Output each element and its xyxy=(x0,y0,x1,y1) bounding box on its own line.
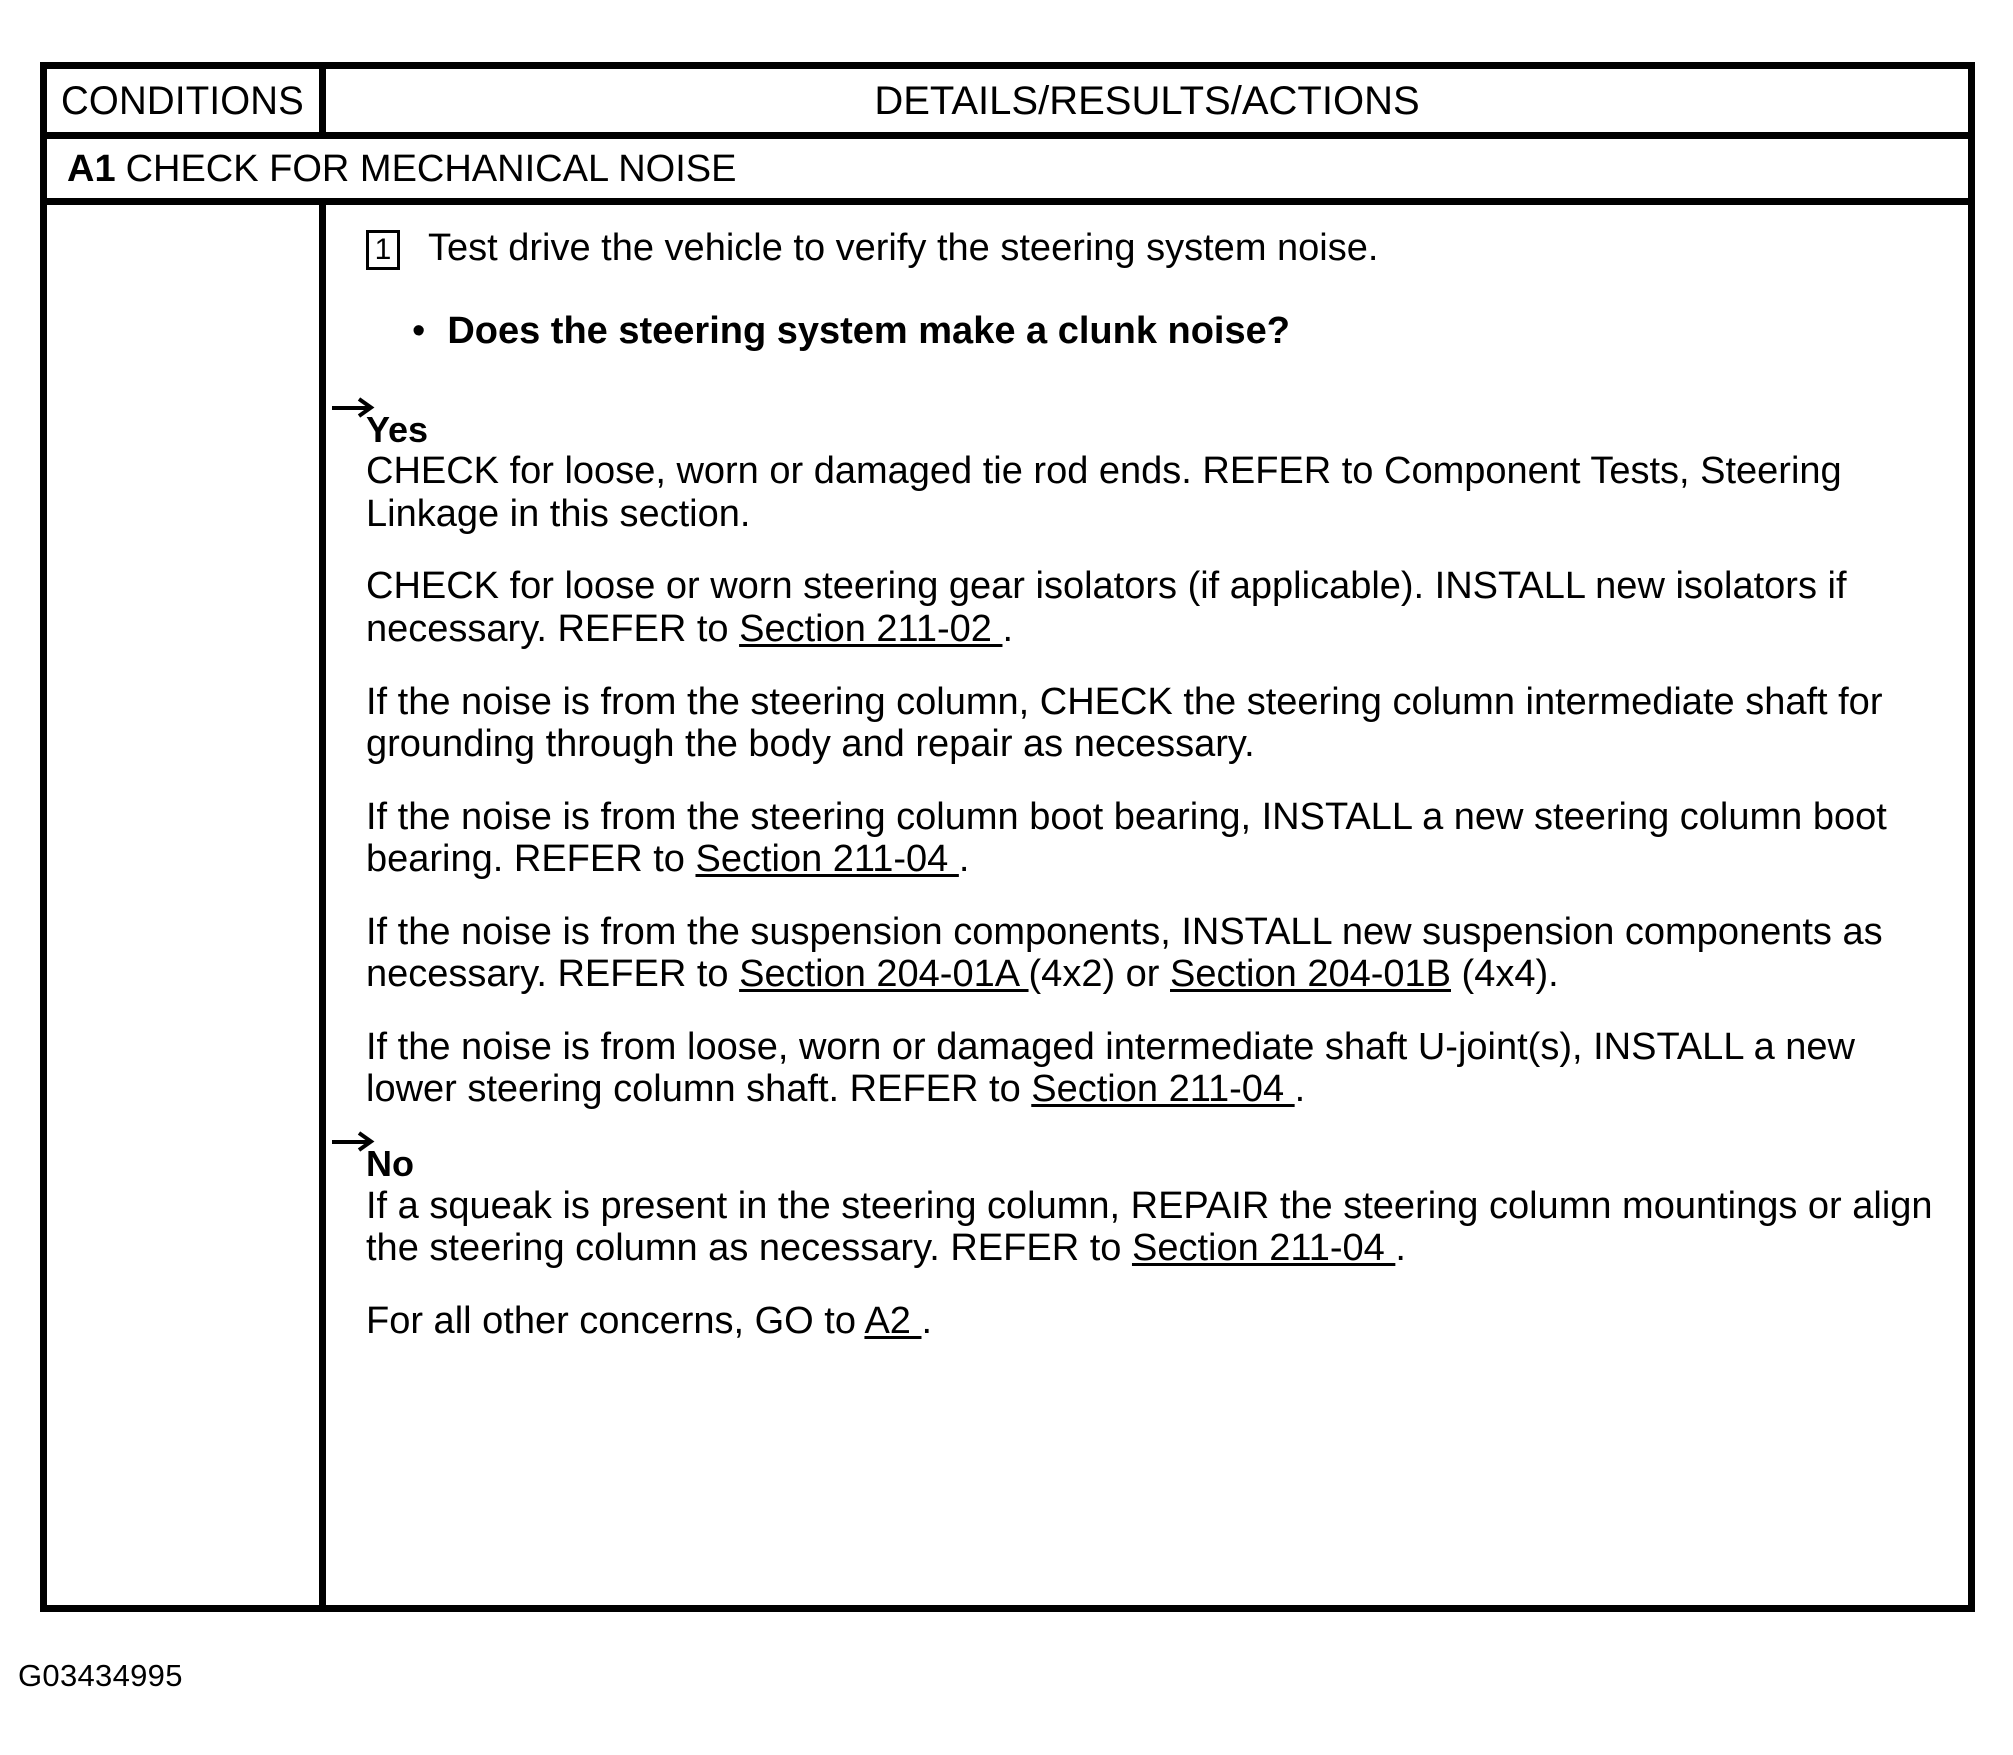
details-cell: 1 Test drive the vehicle to verify the s… xyxy=(326,205,1968,1605)
table-body-row: 1 Test drive the vehicle to verify the s… xyxy=(47,205,1968,1605)
question-text: Does the steering system make a clunk no… xyxy=(447,310,1290,352)
action-paragraph: If the noise is from the steering column… xyxy=(366,681,1944,766)
paragraph-text: If the noise is from the steering column… xyxy=(366,795,1887,881)
step-number-box: 1 xyxy=(366,230,400,270)
instruction-text: Test drive the vehicle to verify the ste… xyxy=(428,227,1379,269)
action-paragraph: CHECK for loose or worn steering gear is… xyxy=(366,565,1944,650)
paragraph-text: . xyxy=(958,838,970,881)
action-paragraph: If the noise is from loose, worn or dama… xyxy=(366,1026,1944,1111)
action-paragraph: If the noise is from the steering column… xyxy=(366,796,1944,881)
action-paragraph: For all other concerns, GO to A2 . xyxy=(366,1300,1944,1343)
paragraph-text: . xyxy=(1395,1227,1406,1270)
paragraph-text: . xyxy=(1002,607,1014,650)
section-reference-link[interactable]: Section 211-04 xyxy=(695,838,959,881)
action-paragraph: If the noise is from the suspension comp… xyxy=(366,911,1944,996)
section-reference-link[interactable]: Section 204-01B xyxy=(1170,953,1451,996)
paragraph-text: CHECK for loose or worn steering gear is… xyxy=(366,565,1847,650)
branch-no: No If a squeak is present in the steering… xyxy=(332,1131,1944,1343)
table-header-row: CONDITIONS DETAILS/RESULTS/ACTIONS xyxy=(47,69,1968,139)
section-reference-link[interactable]: A2 xyxy=(864,1299,922,1342)
header-cell-conditions: CONDITIONS xyxy=(47,69,326,132)
action-paragraph: CHECK for loose, worn or damaged tie rod… xyxy=(366,450,1944,535)
branch-list: Yes CHECK for loose, worn or damaged tie … xyxy=(332,396,1944,1343)
step-title: CHECK FOR MECHANICAL NOISE xyxy=(125,147,737,190)
conditions-cell xyxy=(47,205,326,1605)
branch-label: Yes xyxy=(366,408,429,450)
header-label-conditions: CONDITIONS xyxy=(61,78,304,123)
header-cell-details: DETAILS/RESULTS/ACTIONS xyxy=(326,69,1968,132)
section-reference-link[interactable]: Section 211-02 xyxy=(739,607,1003,650)
bullet-icon: • xyxy=(412,310,426,352)
paragraph-text: If the noise is from the steering column… xyxy=(366,680,1883,766)
section-reference-link[interactable]: Section 204-01A xyxy=(739,953,1029,996)
paragraph-text: (4x2) or xyxy=(1028,953,1171,996)
instruction-step: 1 Test drive the vehicle to verify the s… xyxy=(366,227,1944,270)
paragraph-text: . xyxy=(1294,1068,1306,1111)
paragraph-text: If the noise is from the suspension comp… xyxy=(366,910,1883,996)
paragraph-text: For all other concerns, GO to xyxy=(366,1299,865,1342)
branch-label: No xyxy=(366,1142,414,1184)
question-bullet: • Does the steering system make a clunk … xyxy=(412,310,1944,353)
paragraph-text: If a squeak is present in the steering c… xyxy=(366,1184,1933,1270)
paragraph-text: (4x4). xyxy=(1451,953,1559,996)
header-label-details: DETAILS/RESULTS/ACTIONS xyxy=(874,78,1420,123)
paragraph-text: CHECK for loose, worn or damaged tie rod… xyxy=(366,450,1842,535)
paragraph-text: If the noise is from loose, worn or dama… xyxy=(366,1025,1855,1111)
right-arrow-icon xyxy=(332,1129,378,1153)
action-paragraph: If a squeak is present in the steering c… xyxy=(366,1185,1944,1270)
diagnostic-table: CONDITIONS DETAILS/RESULTS/ACTIONS A1 CH… xyxy=(40,62,1975,1612)
step-code: A1 xyxy=(67,147,116,190)
branch-yes: Yes CHECK for loose, worn or damaged tie … xyxy=(332,396,1944,1111)
section-reference-link[interactable]: Section 211-04 xyxy=(1131,1227,1396,1270)
section-reference-link[interactable]: Section 211-04 xyxy=(1031,1068,1295,1111)
step-title-row: A1 CHECK FOR MECHANICAL NOISE xyxy=(47,139,1968,205)
figure-code: G03434995 xyxy=(18,1658,183,1693)
paragraph-text: . xyxy=(921,1299,933,1342)
right-arrow-icon xyxy=(332,395,378,419)
